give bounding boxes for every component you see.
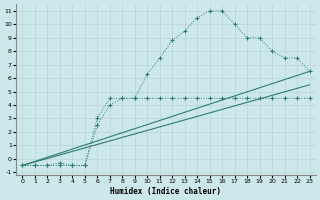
X-axis label: Humidex (Indice chaleur): Humidex (Indice chaleur) bbox=[110, 187, 221, 196]
